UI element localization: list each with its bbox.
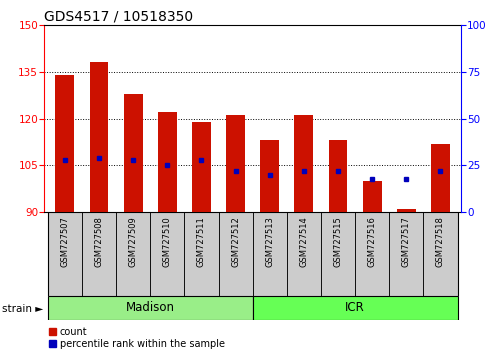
Text: GSM727507: GSM727507: [60, 217, 70, 267]
Bar: [355, 212, 389, 296]
Bar: [226, 115, 245, 212]
Bar: [82, 212, 116, 296]
Text: GSM727509: GSM727509: [129, 217, 138, 267]
Bar: [287, 212, 321, 296]
Text: Madison: Madison: [126, 302, 175, 314]
Bar: [329, 141, 348, 212]
Text: strain ►: strain ►: [2, 304, 44, 314]
Bar: [56, 75, 74, 212]
Text: GSM727512: GSM727512: [231, 217, 240, 267]
Text: GSM727508: GSM727508: [95, 217, 104, 267]
Text: GDS4517 / 10518350: GDS4517 / 10518350: [44, 10, 193, 24]
Bar: [184, 212, 218, 296]
Bar: [321, 212, 355, 296]
Bar: [90, 62, 108, 212]
Bar: [48, 296, 253, 320]
Text: ICR: ICR: [345, 302, 365, 314]
Bar: [294, 115, 313, 212]
Text: GSM727513: GSM727513: [265, 217, 274, 267]
Text: GSM727511: GSM727511: [197, 217, 206, 267]
Text: GSM727516: GSM727516: [368, 217, 377, 267]
Text: GSM727514: GSM727514: [299, 217, 309, 267]
Text: GSM727518: GSM727518: [436, 217, 445, 267]
Text: GSM727510: GSM727510: [163, 217, 172, 267]
Text: GSM727517: GSM727517: [402, 217, 411, 267]
Bar: [431, 144, 450, 212]
Bar: [423, 212, 458, 296]
Legend: count, percentile rank within the sample: count, percentile rank within the sample: [49, 327, 225, 349]
Bar: [253, 296, 458, 320]
Bar: [397, 209, 416, 212]
Bar: [389, 212, 423, 296]
Bar: [218, 212, 253, 296]
Bar: [363, 181, 382, 212]
Bar: [116, 212, 150, 296]
Bar: [253, 212, 287, 296]
Bar: [124, 93, 142, 212]
Bar: [260, 141, 279, 212]
Bar: [192, 122, 211, 212]
Text: GSM727515: GSM727515: [334, 217, 343, 267]
Bar: [48, 212, 82, 296]
Bar: [150, 212, 184, 296]
Bar: [158, 112, 176, 212]
